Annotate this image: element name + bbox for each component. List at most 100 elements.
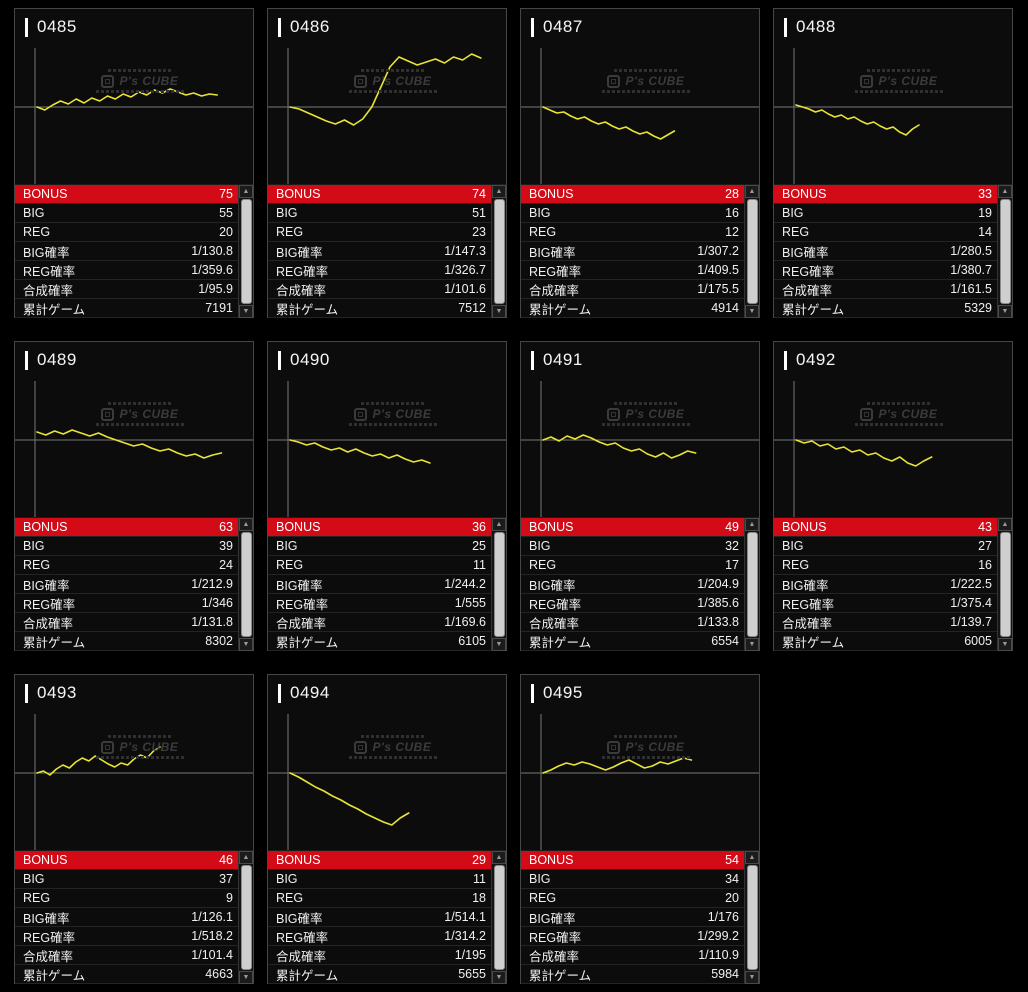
table-scrollbar[interactable]: ▲ ▼ xyxy=(997,518,1012,651)
total-games-label: 累計ゲーム xyxy=(782,302,845,317)
table-scrollbar[interactable]: ▲ ▼ xyxy=(744,518,759,651)
scrollbar-thumb[interactable] xyxy=(746,865,758,970)
scroll-up-button[interactable]: ▲ xyxy=(239,518,253,531)
machine-card[interactable]: 0493 P's CUBE BONUS 46 xyxy=(14,674,254,984)
stats-table: BONUS 49 BIG 32 REG 17 BIG確率 1/204.9 REG… xyxy=(521,517,759,651)
reg-rate-value: 1/359.6 xyxy=(191,263,233,277)
scroll-up-button[interactable]: ▲ xyxy=(745,185,759,198)
table-scrollbar[interactable]: ▲ ▼ xyxy=(238,851,253,984)
machine-number: 0493 xyxy=(37,683,77,702)
scrollbar-thumb[interactable] xyxy=(746,199,758,304)
machine-card[interactable]: 0489 P's CUBE BONUS 63 xyxy=(14,341,254,651)
table-scrollbar[interactable]: ▲ ▼ xyxy=(744,851,759,984)
table-row-reg: REG 16 xyxy=(774,556,997,575)
scroll-down-button[interactable]: ▼ xyxy=(239,305,253,318)
table-row-big: BIG 25 xyxy=(268,537,491,556)
scrollbar-thumb[interactable] xyxy=(493,199,505,304)
machine-card[interactable]: 0492 P's CUBE BONUS 43 xyxy=(773,341,1013,651)
table-scrollbar[interactable]: ▲ ▼ xyxy=(997,185,1012,318)
table-row-combined-rate: 合成確率 1/133.8 xyxy=(521,613,744,632)
big-rate-label: BIG確率 xyxy=(529,911,576,926)
scroll-up-button[interactable]: ▲ xyxy=(492,851,506,864)
machine-card[interactable]: 0490 P's CUBE BONUS 36 xyxy=(267,341,507,651)
scroll-up-button[interactable]: ▲ xyxy=(239,185,253,198)
table-row-reg-rate: REG確率 1/555 xyxy=(268,594,491,613)
machine-number: 0487 xyxy=(543,17,583,36)
machine-card[interactable]: 0491 P's CUBE BONUS 49 xyxy=(520,341,760,651)
scroll-up-button[interactable]: ▲ xyxy=(998,185,1012,198)
table-row-big: BIG 16 xyxy=(521,204,744,223)
scroll-up-button[interactable]: ▲ xyxy=(998,518,1012,531)
big-value: 37 xyxy=(219,872,233,886)
machine-card[interactable]: 0495 P's CUBE BONUS 54 xyxy=(520,674,760,984)
machine-card[interactable]: 0487 P's CUBE BONUS 28 xyxy=(520,8,760,318)
scroll-down-button[interactable]: ▼ xyxy=(745,638,759,651)
scroll-up-button[interactable]: ▲ xyxy=(239,851,253,864)
table-scrollbar[interactable]: ▲ ▼ xyxy=(491,185,506,318)
scrollbar-thumb[interactable] xyxy=(493,532,505,637)
scroll-down-button[interactable]: ▼ xyxy=(745,305,759,318)
scroll-down-button[interactable]: ▼ xyxy=(492,638,506,651)
scroll-down-button[interactable]: ▼ xyxy=(239,638,253,651)
total-games-label: 累計ゲーム xyxy=(23,635,86,650)
table-row-big: BIG 11 xyxy=(268,870,491,889)
table-scrollbar[interactable]: ▲ ▼ xyxy=(238,518,253,651)
scroll-up-button[interactable]: ▲ xyxy=(745,851,759,864)
scrollbar-thumb[interactable] xyxy=(493,865,505,970)
machine-card[interactable]: 0488 P's CUBE BONUS 33 xyxy=(773,8,1013,318)
machine-number: 0489 xyxy=(37,350,77,369)
reg-rate-label: REG確率 xyxy=(529,597,582,612)
big-label: BIG xyxy=(276,206,298,220)
scroll-up-button[interactable]: ▲ xyxy=(492,518,506,531)
scroll-down-button[interactable]: ▼ xyxy=(492,971,506,984)
table-row-reg-rate: REG確率 1/299.2 xyxy=(521,927,744,946)
machine-card[interactable]: 0486 P's CUBE BONUS 74 xyxy=(267,8,507,318)
table-scrollbar[interactable]: ▲ ▼ xyxy=(744,185,759,318)
scrollbar-thumb[interactable] xyxy=(999,532,1011,637)
total-games-label: 累計ゲーム xyxy=(529,635,592,650)
table-scrollbar[interactable]: ▲ ▼ xyxy=(238,185,253,318)
scroll-down-button[interactable]: ▼ xyxy=(239,971,253,984)
combined-rate-value: 1/161.5 xyxy=(950,282,992,296)
table-row-total-games: 累計ゲーム 7512 xyxy=(268,299,491,318)
reg-value: 17 xyxy=(725,558,739,572)
combined-rate-label: 合成確率 xyxy=(276,949,327,964)
bonus-value: 28 xyxy=(725,187,739,201)
machine-header: 0488 xyxy=(774,9,1012,45)
scroll-down-button[interactable]: ▼ xyxy=(745,971,759,984)
table-row-bonus: BONUS 49 xyxy=(521,518,744,537)
scrollbar-thumb[interactable] xyxy=(240,532,252,637)
machine-card[interactable]: 0494 P's CUBE BONUS 29 xyxy=(267,674,507,984)
combined-rate-value: 1/133.8 xyxy=(697,615,739,629)
machine-header: 0487 xyxy=(521,9,759,45)
scrollbar-thumb[interactable] xyxy=(999,199,1011,304)
combined-rate-value: 1/101.4 xyxy=(191,948,233,962)
scroll-down-button[interactable]: ▼ xyxy=(492,305,506,318)
table-scrollbar[interactable]: ▲ ▼ xyxy=(491,518,506,651)
scroll-down-button[interactable]: ▼ xyxy=(998,305,1012,318)
combined-rate-label: 合成確率 xyxy=(529,616,580,631)
machine-number: 0495 xyxy=(543,683,583,702)
reg-value: 14 xyxy=(978,225,992,239)
scrollbar-thumb[interactable] xyxy=(240,865,252,970)
reg-label: REG xyxy=(23,558,51,572)
scroll-down-button[interactable]: ▼ xyxy=(998,638,1012,651)
header-accent-bar xyxy=(784,350,787,370)
table-row-combined-rate: 合成確率 1/101.6 xyxy=(268,280,491,299)
scrollbar-thumb[interactable] xyxy=(240,199,252,304)
machine-card[interactable]: 0485 P's CUBE BONUS 75 xyxy=(14,8,254,318)
up-arrow-icon: ▲ xyxy=(748,854,756,861)
table-row-big-rate: BIG確率 1/176 xyxy=(521,908,744,927)
scroll-up-button[interactable]: ▲ xyxy=(492,185,506,198)
bonus-label: BONUS xyxy=(23,853,68,867)
table-scrollbar[interactable]: ▲ ▼ xyxy=(491,851,506,984)
scroll-up-button[interactable]: ▲ xyxy=(745,518,759,531)
bonus-value: 46 xyxy=(219,853,233,867)
big-label: BIG xyxy=(782,206,804,220)
combined-rate-label: 合成確率 xyxy=(782,283,833,298)
big-rate-label: BIG確率 xyxy=(782,245,829,260)
scrollbar-thumb[interactable] xyxy=(746,532,758,637)
slump-line-series xyxy=(795,104,920,136)
slump-line-series xyxy=(542,434,697,459)
